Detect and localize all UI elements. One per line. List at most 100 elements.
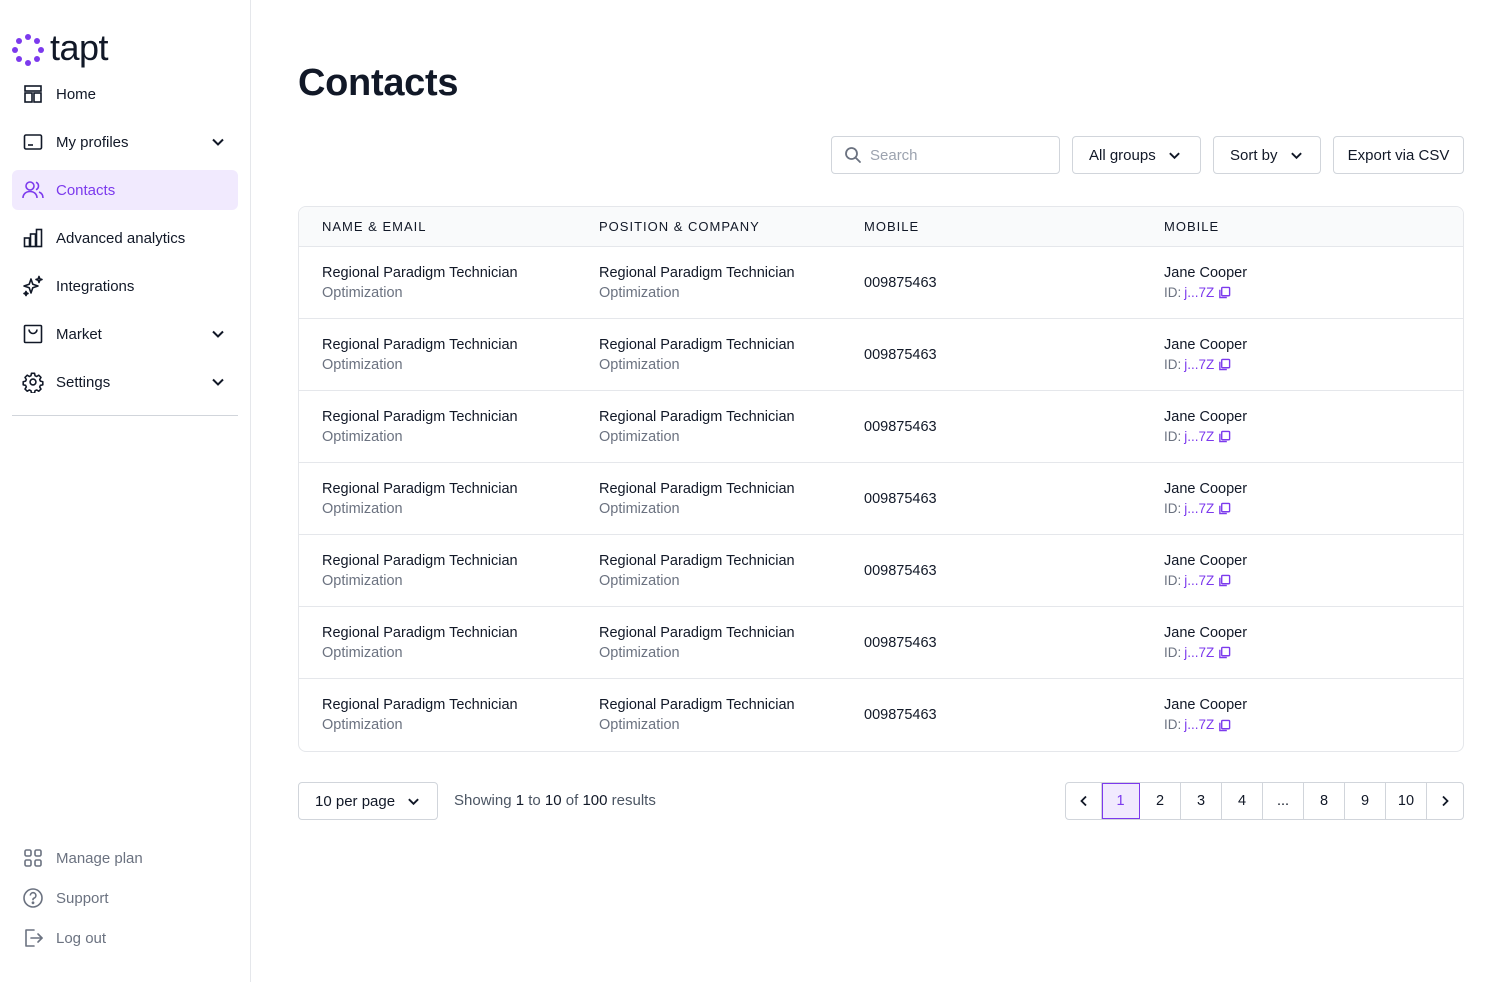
sidebar-item-integrations[interactable]: Integrations: [12, 266, 238, 306]
contact-owner-name: Jane Cooper: [1164, 697, 1248, 713]
contact-mobile: 009875463: [864, 634, 937, 651]
contact-position: Regional Paradigm Technician: [599, 697, 795, 713]
to-word: to: [528, 792, 541, 809]
sidebar-item-contacts[interactable]: Contacts: [12, 170, 238, 210]
showing-prefix: Showing: [454, 792, 512, 809]
position-company-cell: Regional Paradigm Technician Optimization: [599, 407, 864, 447]
results-from: 1: [515, 792, 525, 809]
id-label: ID:: [1164, 500, 1182, 516]
question-circle-icon: [22, 887, 44, 909]
page-button[interactable]: 3: [1181, 783, 1222, 819]
export-csv-label: Export via CSV: [1347, 146, 1450, 164]
id-label: ID:: [1164, 356, 1182, 372]
sidebar-item-label: Log out: [56, 929, 107, 947]
page-button[interactable]: 1: [1102, 783, 1140, 819]
per-page-dropdown[interactable]: 10 per page: [298, 782, 438, 820]
export-csv-button[interactable]: Export via CSV: [1333, 136, 1464, 174]
chevron-down-icon[interactable]: [210, 326, 226, 342]
sidebar-item-my-profiles[interactable]: My profiles: [12, 122, 238, 162]
page-button[interactable]: 10: [1386, 783, 1427, 819]
sidebar-item-log-out[interactable]: Log out: [12, 918, 238, 958]
chevron-down-icon: [407, 795, 420, 808]
table-row[interactable]: Regional Paradigm Technician Optimization…: [299, 247, 1463, 319]
position-company-cell: Regional Paradigm Technician Optimization: [599, 623, 864, 663]
id-value[interactable]: j...7Z: [1184, 572, 1215, 588]
table-row[interactable]: Regional Paradigm Technician Optimization…: [299, 463, 1463, 535]
contact-owner-name: Jane Cooper: [1164, 336, 1248, 353]
position-company-cell: Regional Paradigm Technician Optimization: [599, 695, 864, 735]
page-button[interactable]: 2: [1140, 783, 1181, 819]
copy-icon[interactable]: [1218, 646, 1231, 659]
column-header-name-email[interactable]: NAME & EMAIL: [322, 219, 427, 234]
contact-email: Optimization: [322, 572, 403, 589]
table-row[interactable]: Regional Paradigm Technician Optimization…: [299, 607, 1463, 679]
sidebar-item-manage-plan[interactable]: Manage plan: [12, 838, 238, 878]
contact-email: Optimization: [322, 644, 403, 661]
id-value[interactable]: j...7Z: [1184, 428, 1215, 444]
toolbar: All groups Sort by Export via CSV: [831, 136, 1464, 174]
page-button[interactable]: 8: [1304, 783, 1345, 819]
chevron-down-icon[interactable]: [210, 134, 226, 150]
search-input[interactable]: [870, 146, 1040, 164]
contact-company: Optimization: [599, 284, 680, 301]
sidebar-item-advanced-analytics[interactable]: Advanced analytics: [12, 218, 238, 258]
sort-by-dropdown[interactable]: Sort by: [1213, 136, 1321, 174]
all-groups-label: All groups: [1089, 146, 1156, 164]
copy-icon[interactable]: [1218, 358, 1231, 371]
copy-icon[interactable]: [1218, 719, 1231, 732]
id-value[interactable]: j...7Z: [1184, 717, 1215, 732]
id-value[interactable]: j...7Z: [1184, 356, 1215, 372]
copy-icon[interactable]: [1218, 430, 1231, 443]
sidebar-item-label: Support: [56, 889, 109, 907]
mobile-cell: 009875463: [864, 561, 1164, 581]
chevron-down-icon[interactable]: [210, 374, 226, 390]
table-footer: 10 per page Showing 1 to 10 of 100 resul…: [298, 782, 1464, 820]
position-company-cell: Regional Paradigm Technician Optimization: [599, 551, 864, 591]
table-row[interactable]: Regional Paradigm Technician Optimization…: [299, 319, 1463, 391]
page-button[interactable]: 4: [1222, 783, 1263, 819]
id-value[interactable]: j...7Z: [1184, 644, 1215, 660]
id-label: ID:: [1164, 717, 1182, 732]
contact-email: Optimization: [322, 500, 403, 517]
contact-id: ID: j...7Z: [1164, 715, 1440, 735]
all-groups-dropdown[interactable]: All groups: [1072, 136, 1201, 174]
contact-owner-cell: Jane Cooper ID: j...7Z: [1164, 263, 1440, 303]
id-label: ID:: [1164, 428, 1182, 444]
tapt-logo[interactable]: tapt: [12, 30, 109, 70]
contact-company: Optimization: [599, 356, 680, 373]
mobile-cell: 009875463: [864, 489, 1164, 509]
table-row[interactable]: Regional Paradigm Technician Optimization…: [299, 391, 1463, 463]
contact-owner-name: Jane Cooper: [1164, 408, 1248, 425]
table-row[interactable]: Regional Paradigm Technician Optimization…: [299, 535, 1463, 607]
sidebar-item-settings[interactable]: Settings: [12, 362, 238, 402]
contact-owner-cell: Jane Cooper ID: j...7Z: [1164, 623, 1440, 663]
results-word: results: [611, 792, 656, 809]
copy-icon[interactable]: [1218, 502, 1231, 515]
contact-mobile: 009875463: [864, 274, 937, 291]
sidebar-item-home[interactable]: Home: [12, 74, 238, 114]
id-label: ID:: [1164, 644, 1182, 660]
mobile-cell: 009875463: [864, 417, 1164, 437]
column-header-mobile[interactable]: MOBILE: [864, 219, 920, 234]
contact-company: Optimization: [599, 717, 680, 733]
id-value[interactable]: j...7Z: [1184, 284, 1215, 300]
sidebar-item-market[interactable]: Market: [12, 314, 238, 354]
logo-dots-icon: [12, 34, 44, 66]
sidebar-item-support[interactable]: Support: [12, 878, 238, 918]
copy-icon[interactable]: [1218, 574, 1231, 587]
contact-id: ID: j...7Z: [1164, 427, 1440, 447]
page-button[interactable]: 9: [1345, 783, 1386, 819]
copy-icon[interactable]: [1218, 286, 1231, 299]
position-company-cell: Regional Paradigm Technician Optimization: [599, 263, 864, 303]
results-total: 100: [582, 792, 608, 809]
table-row[interactable]: Regional Paradigm Technician Optimization…: [299, 679, 1463, 751]
id-value[interactable]: j...7Z: [1184, 500, 1215, 516]
sort-by-label: Sort by: [1230, 146, 1278, 164]
next-page-button[interactable]: [1427, 783, 1463, 819]
contact-name: Regional Paradigm Technician: [322, 264, 518, 281]
column-header-position-company[interactable]: POSITION & COMPANY: [599, 219, 760, 234]
search-box[interactable]: [831, 136, 1060, 174]
column-header-mobile-contact[interactable]: MOBILE: [1164, 219, 1220, 234]
contact-company: Optimization: [599, 500, 680, 517]
previous-page-button[interactable]: [1066, 783, 1102, 819]
